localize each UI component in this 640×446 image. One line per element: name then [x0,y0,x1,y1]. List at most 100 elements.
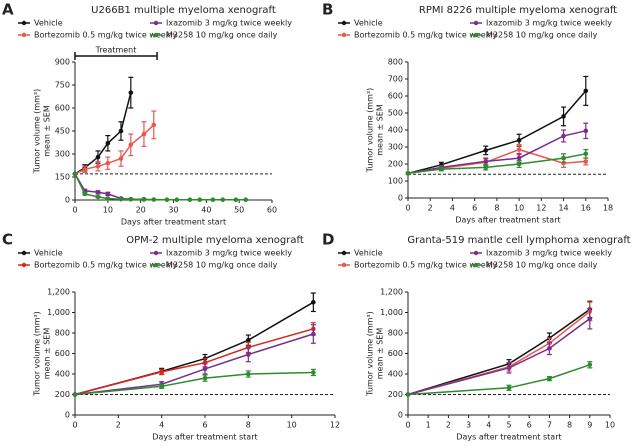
legend-marker [153,250,159,256]
data-point [95,190,101,195]
panel-letter: B [322,1,333,19]
data-point [128,90,134,95]
x-tick-label: 2 [428,204,433,213]
x-tick-label: 2 [446,421,451,430]
x-tick-label: 7 [547,421,552,430]
data-point [128,142,134,148]
series-line [407,364,591,396]
data-point [246,352,251,357]
legend-label: Vehicle [354,19,383,28]
data-point [483,159,489,164]
series-line [407,317,591,396]
data-point [405,392,411,397]
legend-marker [153,32,159,38]
data-point [583,128,589,134]
data-point [405,171,411,176]
x-tick-label: 5 [506,421,511,430]
x-tick-label: 8 [567,421,572,430]
data-point [105,196,111,201]
x-tick-label: 1 [426,421,431,430]
data-point [483,148,489,153]
legend-label: Bortezomib 0.5 mg/kg twice weekly [34,31,178,40]
legend-marker [21,20,27,26]
legend-marker [21,250,27,256]
data-point [95,154,101,160]
legend-marker [473,32,479,38]
x-tick-label: 0 [72,206,77,215]
y-tick-label: 600 [55,349,70,358]
data-point [516,137,522,143]
legend-label: Ixazomib 3 mg/kg twice weekly [166,249,292,258]
y-tick-label: 1,000 [380,308,403,317]
x-tick-label: 10 [605,421,615,430]
y-axis-label: mean ± SEM [43,328,52,380]
data-point [561,133,566,139]
x-tick-label: 12 [330,421,340,430]
y-tick-label: 1,200 [47,288,70,297]
y-tick-label: 200 [55,390,70,399]
legend-label: Vehicle [354,249,383,258]
x-tick-label: 0 [405,204,410,213]
x-tick-label: 4 [159,421,164,430]
legend-marker [341,32,347,38]
data-point [151,197,157,202]
x-tick-label: 0 [405,421,410,430]
y-tick-label: 600 [388,92,403,101]
legend-marker [21,32,27,38]
legend-marker [341,250,347,256]
x-tick-label: 40 [201,206,211,215]
y-tick-label: 800 [388,329,403,338]
panel-letter: D [322,231,334,249]
x-tick-label: 16 [581,204,591,213]
data-point [561,114,566,119]
y-tick-label: 1,200 [380,288,403,297]
x-tick-label: 14 [558,204,568,213]
data-point [516,155,522,161]
x-tick-label: 0 [72,421,77,430]
legend-marker [473,250,479,256]
legend-label: Bortezomib 0.5 mg/kg twice weekly [34,261,178,270]
data-point [72,392,78,397]
y-tick-label: 450 [55,127,70,136]
data-point [141,197,147,202]
data-point [243,197,249,202]
x-tick-label: 9 [587,421,592,430]
y-tick-label: 800 [55,329,70,338]
x-tick-label: 4 [486,421,491,430]
y-tick-label: 300 [55,150,70,159]
x-tick-label: 30 [168,206,178,215]
data-point [82,167,88,172]
y-tick-label: 100 [388,177,403,186]
y-tick-label: 1,000 [47,308,70,317]
y-axis-label: mean ± SEM [376,104,385,156]
data-point [118,128,124,134]
data-point [128,196,134,202]
data-point [587,362,593,368]
data-point [311,331,316,337]
chart-title: RPMI 8226 multiple myeloma xenograft [419,5,617,16]
legend-label: Vehicle [34,19,63,28]
x-axis-label: Days after treatment start [152,433,257,442]
legend-marker [473,20,479,26]
legend-marker [341,20,347,26]
data-point [506,365,512,371]
data-point [105,191,111,197]
legend-label: Bortezomib 0.5 mg/kg twice weekly [354,261,498,270]
data-point [118,196,124,202]
y-tick-label: 600 [55,104,70,113]
y-tick-label: 600 [388,349,403,358]
x-tick-label: 6 [527,421,532,430]
x-tick-label: 8 [494,204,499,213]
y-tick-label: 400 [55,370,70,379]
y-tick-label: 0 [65,196,70,205]
data-point [583,88,589,94]
series-line [407,308,591,396]
x-tick-label: 10 [103,206,113,215]
x-tick-label: 50 [234,206,244,215]
chart-title: OPM-2 multiple myeloma xenograft [126,235,304,246]
panel-letter: C [2,231,13,249]
treatment-label: Treatment [95,46,137,55]
legend-label: Bortezomib 0.5 mg/kg twice weekly [354,31,498,40]
data-point [311,299,316,305]
